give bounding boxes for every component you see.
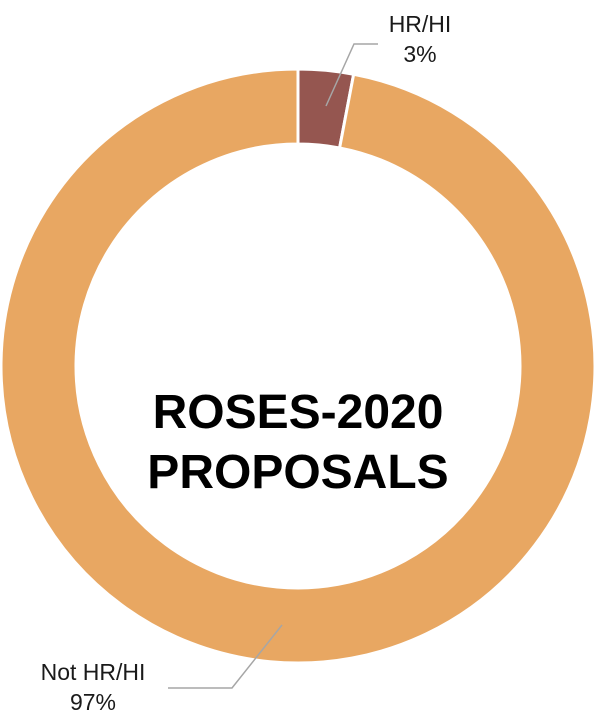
chart-title-line-2: PROPOSALS bbox=[147, 446, 448, 499]
leader-line-not-hr-hi bbox=[168, 624, 283, 689]
slice-not-hr-hi bbox=[0, 67, 596, 665]
slice-label-not-hr-hi-value: 97% bbox=[70, 689, 116, 715]
slice-label-hr-hi-name: HR/HI bbox=[389, 11, 452, 37]
donut-slices bbox=[0, 67, 596, 665]
chart-title-line-1: ROSES-2020 bbox=[153, 386, 444, 439]
leader-line-hr-hi bbox=[325, 43, 378, 107]
slice-label-hr-hi-value: 3% bbox=[403, 41, 436, 67]
slice-label-not-hr-hi-name: Not HR/HI bbox=[41, 659, 146, 685]
